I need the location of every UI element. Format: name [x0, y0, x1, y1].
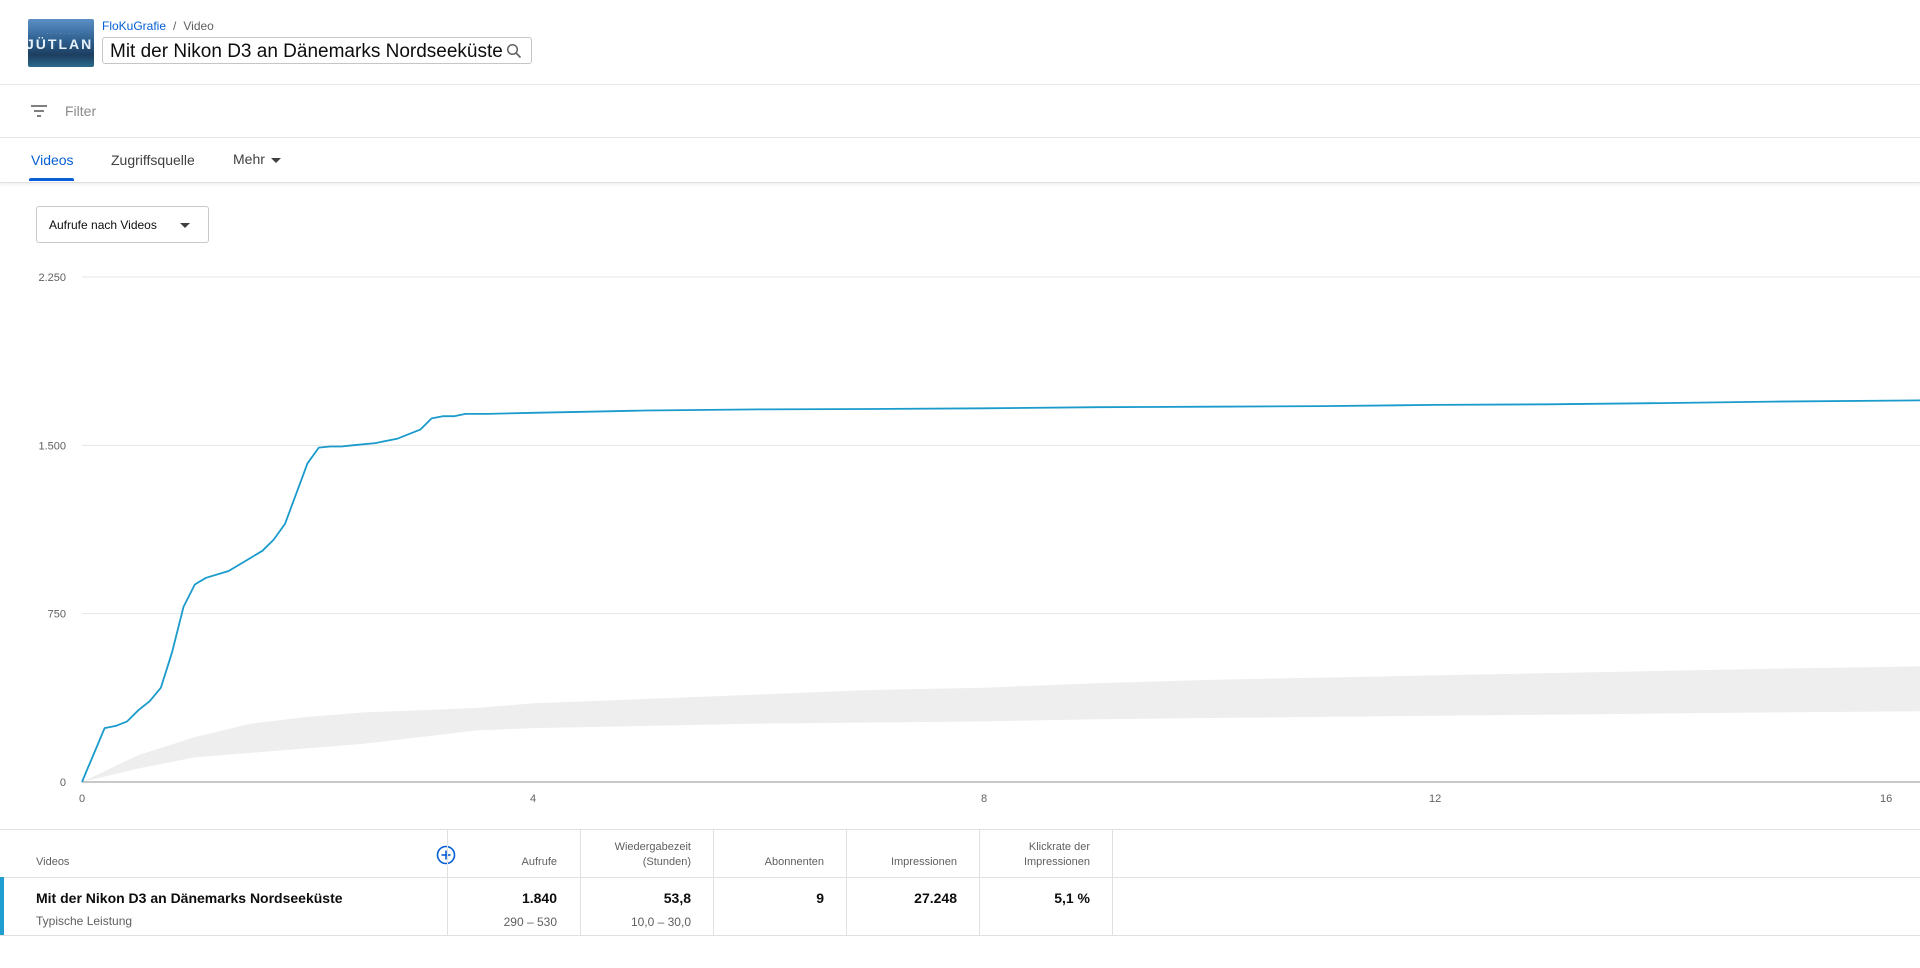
add-circle-icon[interactable] — [436, 845, 456, 865]
video-title-picker[interactable]: Mit der Nikon D3 an Dänemarks Nordseeküs… — [102, 37, 532, 64]
col-header-subscribers[interactable]: Abonnenten — [764, 856, 824, 868]
column-divider — [979, 877, 980, 935]
breadcrumb-section: Video — [183, 19, 214, 33]
y-tick-label: 750 — [48, 609, 66, 621]
metric-dropdown-label: Aufrufe nach Videos — [49, 218, 157, 232]
x-tick-label: 0 — [79, 793, 85, 805]
table-row[interactable]: Mit der Nikon D3 an Dänemarks Nordseeküs… — [0, 877, 1920, 936]
chevron-down-icon — [270, 157, 281, 163]
column-divider — [447, 830, 448, 877]
breadcrumb-separator: / — [173, 19, 177, 33]
filter-icon[interactable] — [30, 103, 48, 119]
col-header-videos: Videos — [36, 856, 70, 868]
row-series-color — [0, 877, 4, 935]
filter-bar: Filter — [0, 85, 1920, 138]
column-divider — [979, 830, 980, 877]
row-video-title[interactable]: Mit der Nikon D3 an Dänemarks Nordseeküs… — [36, 890, 343, 906]
column-divider — [713, 877, 714, 935]
cell-impressions: 27.248 — [914, 890, 957, 906]
tab-more-label: Mehr — [233, 151, 265, 167]
thumbnail-subtitle: · · · · · · · — [46, 31, 76, 36]
x-tick-label: 4 — [530, 793, 536, 805]
cell-ctr: 5,1 % — [1054, 890, 1090, 906]
column-divider — [713, 830, 714, 877]
cell-views-range: 290 – 530 — [503, 915, 557, 929]
views-chart: 0 750 1.500 2.250 0 4 8 12 16 — [38, 272, 1920, 805]
table-header: Videos Aufrufe Wiedergabezeit (Stunden) A… — [0, 829, 1920, 878]
column-divider — [580, 877, 581, 935]
chevron-down-icon — [180, 223, 190, 228]
typical-performance-band — [82, 666, 1920, 782]
metric-dropdown[interactable]: Aufrufe nach Videos — [36, 206, 209, 243]
video-title: Mit der Nikon D3 an Dänemarks Nordseeküs… — [110, 41, 503, 62]
col-header-watch-time-line1: Wiedergabezeit — [614, 841, 691, 853]
cell-subscribers: 9 — [816, 890, 824, 906]
x-tick-label: 8 — [981, 793, 987, 805]
column-divider — [846, 877, 847, 935]
tab-more[interactable]: Mehr — [233, 151, 281, 167]
col-header-watch-time-line2: (Stunden) — [642, 856, 691, 868]
y-tick-label: 1.500 — [38, 440, 66, 452]
breadcrumb-channel-link[interactable]: FloKuGrafie — [102, 19, 167, 33]
column-divider — [1112, 877, 1113, 935]
cell-views: 1.840 — [521, 890, 557, 906]
column-divider — [1112, 830, 1113, 877]
column-divider — [846, 830, 847, 877]
y-tick-label: 0 — [60, 777, 66, 789]
active-tab-indicator — [29, 178, 74, 181]
col-header-ctr[interactable]: Klickrate der Impressionen — [1024, 840, 1090, 870]
breadcrumb: FloKuGrafie / Video — [102, 19, 214, 33]
col-header-ctr-line1: Klickrate der — [1028, 841, 1090, 853]
column-divider — [447, 877, 448, 935]
views-series-line — [81, 399, 1920, 783]
filter-input[interactable]: Filter — [65, 103, 97, 119]
col-header-views[interactable]: Aufrufe — [521, 856, 557, 868]
video-thumbnail[interactable]: · · · · · · · JÜTLAND — [28, 19, 94, 67]
search-icon[interactable] — [506, 43, 522, 59]
col-header-impressions[interactable]: Impressionen — [890, 856, 957, 868]
row-typical-performance: Typische Leistung — [36, 914, 133, 928]
y-tick-label: 2.250 — [38, 272, 66, 284]
page-header: · · · · · · · JÜTLAND FloKuGrafie/Video … — [0, 0, 1920, 85]
tab-bar: Videos Zugriffsquelle Mehr — [0, 138, 1920, 183]
x-tick-label: 12 — [1429, 793, 1441, 805]
cell-watch-time-range: 10,0 – 30,0 — [630, 915, 691, 929]
cell-watch-time: 53,8 — [663, 890, 691, 906]
col-header-ctr-line2: Impressionen — [1023, 856, 1090, 868]
tab-videos[interactable]: Videos — [31, 152, 74, 168]
x-tick-label: 16 — [1880, 793, 1892, 805]
column-divider — [580, 830, 581, 877]
thumbnail-text: JÜTLAND — [28, 36, 94, 52]
tab-traffic-source[interactable]: Zugriffsquelle — [111, 152, 195, 168]
col-header-watch-time[interactable]: Wiedergabezeit (Stunden) — [615, 840, 691, 870]
